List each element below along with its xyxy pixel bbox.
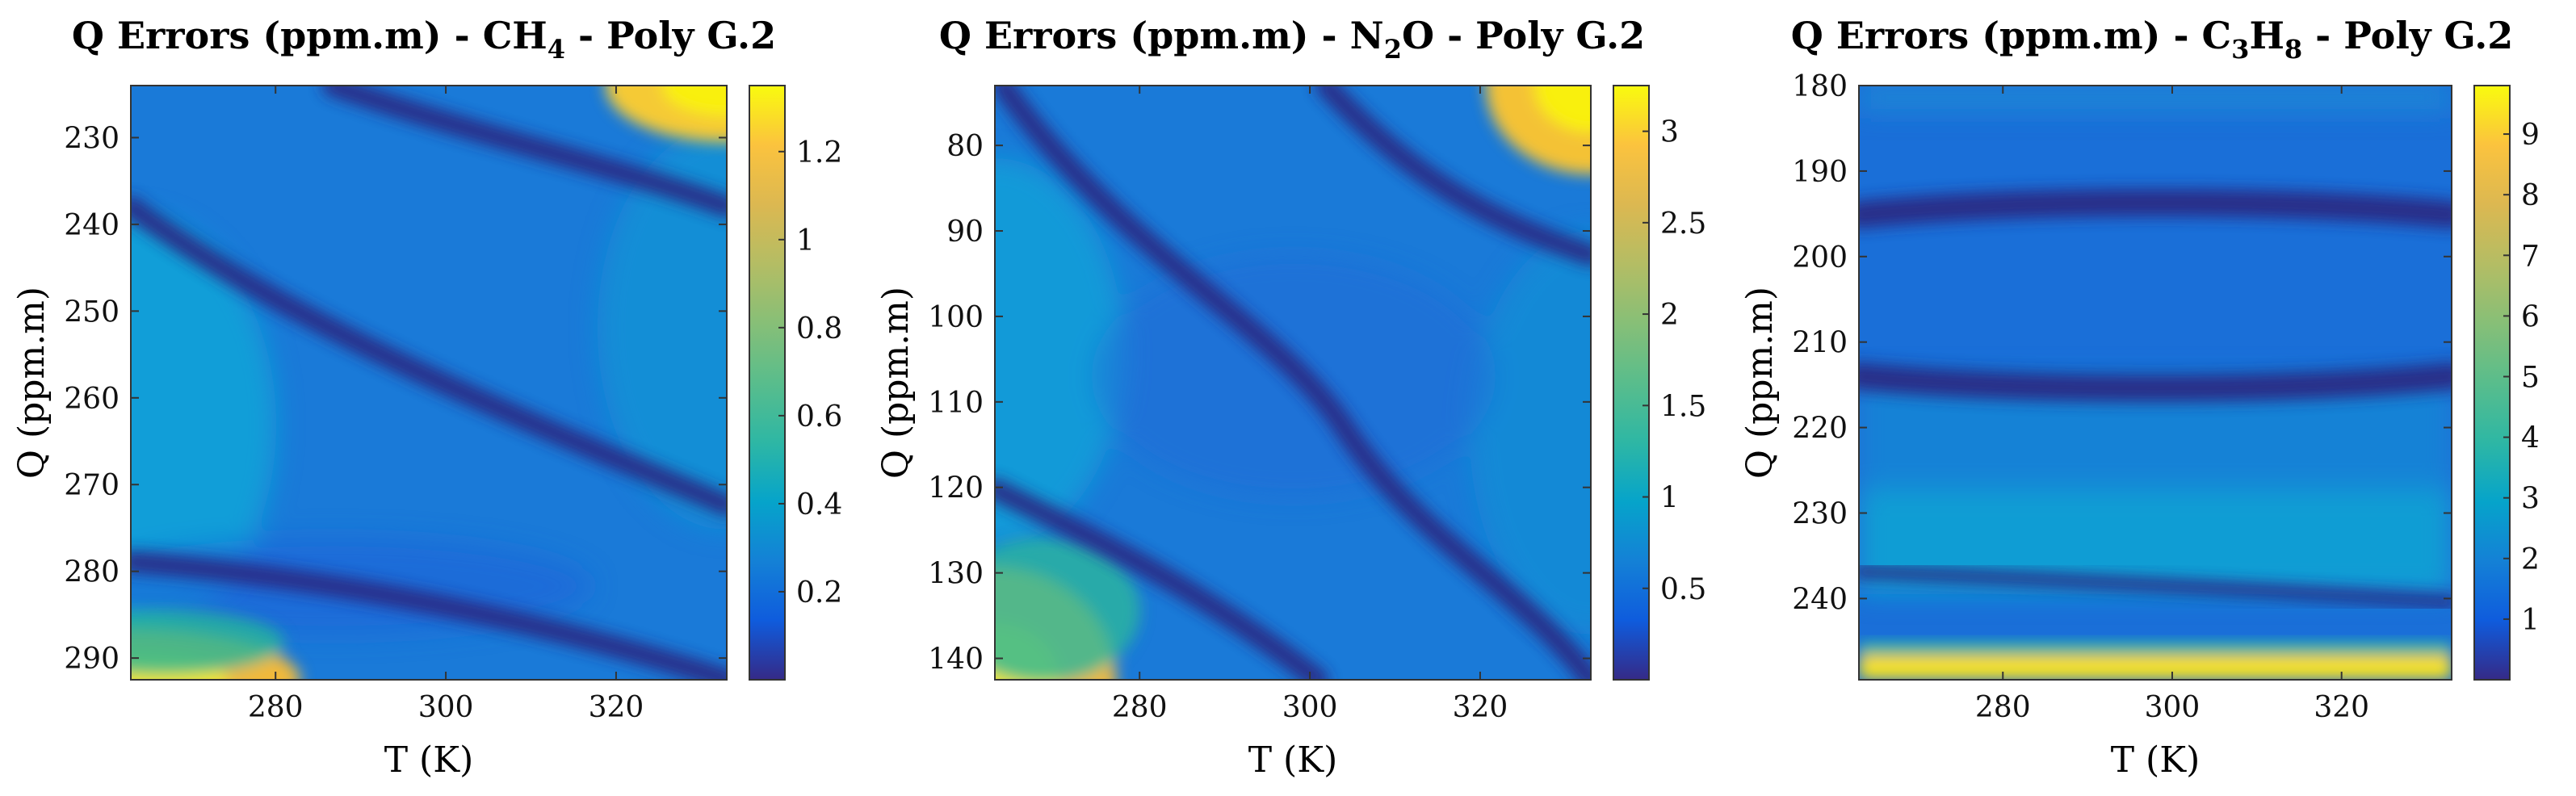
colorbar-c3h8 [2473, 85, 2511, 681]
y-tick-label: 210 [1792, 327, 1848, 360]
x-axis-label-ch4: T (K) [384, 739, 474, 781]
colorbar-tick-label: 6 [2521, 300, 2540, 333]
colorbar-tick-label: 0.2 [796, 576, 842, 610]
y-tick-label: 240 [1792, 583, 1848, 616]
colorbar-tick-label: 0.5 [1660, 573, 1706, 606]
colorbar-tick-label: 1 [796, 224, 815, 258]
x-axis-label-c3h8: T (K) [2111, 739, 2201, 781]
colorbar-ticks-c3h8: 1 2 3 4 5 6 7 8 9 [2503, 119, 2540, 637]
y-axis-label-ch4: Q (ppm.m) [11, 287, 52, 479]
x-tick-label: 320 [1453, 691, 1508, 724]
min-error-line [1859, 189, 2452, 228]
colorbar-tick-label: 1 [2521, 604, 2540, 637]
min-error-line [995, 479, 1328, 680]
x-axis-label-n2o: T (K) [1248, 739, 1338, 781]
colorbar-tick-label: 7 [2521, 240, 2540, 273]
colorbar-tick-label: 2.5 [1660, 207, 1706, 241]
y-axis-label-n2o: Q (ppm.m) [875, 287, 917, 479]
chart-title-ch4: Q Errors (ppm.m) - CH4 - Poly G.2 [72, 14, 776, 65]
chart-title-c3h8: Q Errors (ppm.m) - C3H8 - Poly G.2 [1791, 14, 2513, 65]
plot-frame-n2o [994, 85, 1592, 681]
colorbar-tick-label: 4 [2521, 422, 2540, 455]
plot-frame-c3h8 [1858, 85, 2452, 681]
colorbar-tick-label: 0.4 [796, 488, 842, 522]
min-error-line [131, 551, 727, 680]
colorbar-tick-label: 3 [1660, 116, 1679, 149]
min-error-line [1315, 86, 1591, 266]
min-error-line [1859, 565, 2452, 609]
min-error-line [1859, 362, 2452, 402]
colorbar-ticks-ch4: 0.2 0.4 0.6 0.8 1 1.2 [778, 136, 842, 610]
colorbar-ch4 [749, 85, 786, 681]
colorbar-n2o [1613, 85, 1650, 681]
y-tick-label: 230 [64, 122, 120, 155]
y-tick-label: 110 [928, 387, 984, 420]
colorbar-ticks-n2o: 0.5 1 1.5 2 2.5 3 [1643, 116, 1706, 606]
y-tick-label: 80 [946, 130, 984, 163]
colorbar-tick-label: 0.8 [796, 312, 842, 346]
panel-c3h8: Q Errors (ppm.m) - C3H8 - Poly G.2 2 8 [1739, 14, 2540, 781]
y-tick-label: 100 [928, 301, 984, 334]
x-tick-label: 300 [418, 691, 474, 724]
axes-n2o: 280 300 320 80 90 100 110 120 130 140 [928, 86, 1591, 724]
colorbar-tick-label: 1.2 [796, 136, 842, 170]
y-tick-label: 230 [1792, 497, 1848, 530]
y-tick-label: 260 [64, 383, 120, 416]
panel-n2o: Q Errors (ppm.m) - N2O - Poly G.2 [875, 14, 1706, 781]
y-tick-label: 140 [928, 643, 984, 677]
y-tick-label: 190 [1792, 156, 1848, 189]
y-tick-label: 240 [64, 209, 120, 242]
y-axis-label-c3h8: Q (ppm.m) [1739, 287, 1781, 479]
y-tick-label: 270 [64, 469, 120, 502]
plot-frame-ch4 [130, 85, 728, 681]
colorbar-tick-label: 5 [2521, 361, 2540, 394]
y-tick-label: 280 [64, 556, 120, 589]
y-tick-label: 290 [64, 643, 120, 676]
heatmap-area-n2o [995, 86, 1591, 680]
axes-ch4: 280 300 320 230 240 250 260 270 280 290 [64, 86, 727, 724]
chart-title-n2o: Q Errors (ppm.m) - N2O - Poly G.2 [939, 14, 1645, 65]
y-tick-label: 250 [64, 295, 120, 329]
panel-ch4: Q Errors (ppm.m) - CH4 - Poly G.2 [11, 14, 842, 781]
colorbar-tick-label: 9 [2521, 119, 2540, 152]
y-tick-label: 120 [928, 472, 984, 505]
colorbar-tick-label: 2 [1660, 299, 1679, 332]
axes-c3h8: 280 300 320 180 190 200 210 220 230 240 [1792, 70, 2452, 724]
y-tick-label: 220 [1792, 413, 1848, 446]
y-tick-label: 180 [1792, 70, 1848, 103]
y-tick-label: 200 [1792, 241, 1848, 274]
x-tick-label: 300 [1282, 691, 1338, 724]
y-tick-label: 130 [928, 558, 984, 591]
x-tick-label: 320 [2314, 691, 2369, 724]
heatmap-area-c3h8 [1859, 86, 2452, 680]
colorbar-tick-label: 1.5 [1660, 390, 1706, 423]
x-tick-label: 280 [248, 691, 304, 724]
colorbar-tick-label: 3 [2521, 483, 2540, 516]
min-error-line [131, 196, 727, 516]
colorbar-tick-label: 2 [2521, 543, 2540, 576]
x-tick-label: 300 [2145, 691, 2201, 724]
x-tick-label: 280 [1112, 691, 1168, 724]
colorbar-tick-label: 8 [2521, 179, 2540, 212]
x-tick-label: 320 [589, 691, 644, 724]
y-tick-label: 90 [946, 216, 984, 249]
heatmap-area-ch4 [131, 86, 727, 680]
colorbar-tick-label: 1 [1660, 482, 1679, 515]
min-error-line [322, 86, 727, 217]
x-tick-label: 280 [1975, 691, 2031, 724]
colorbar-tick-label: 0.6 [796, 400, 842, 434]
min-error-line [995, 86, 1591, 680]
